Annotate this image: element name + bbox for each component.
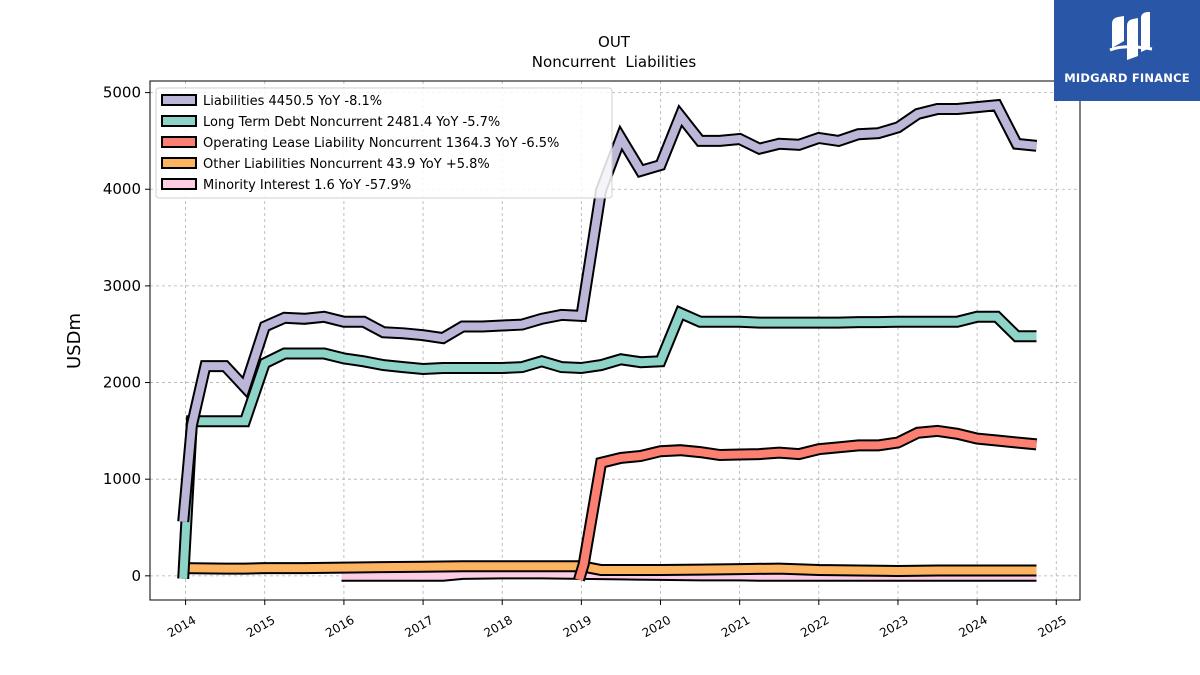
x-tick-label: 2017 (402, 613, 435, 640)
x-tick-label: 2025 (1036, 613, 1069, 640)
y-tick-label: 2000 (103, 374, 141, 392)
y-tick-label: 4000 (103, 180, 141, 198)
chart-title: OUT (598, 33, 631, 51)
company-logo: MIDGARD FINANCE (1054, 0, 1200, 101)
logo-text: MIDGARD FINANCE (1064, 71, 1190, 85)
series-3 (183, 560, 1037, 578)
legend-swatch (161, 94, 197, 106)
series-line (183, 562, 1037, 576)
series-2 (573, 424, 1038, 582)
y-tick-label: 3000 (103, 277, 141, 295)
y-tick-label: 0 (131, 567, 141, 585)
x-tick-label: 2014 (165, 613, 198, 640)
legend-swatch (161, 157, 197, 169)
legend-swatch (161, 136, 197, 148)
legend-box (155, 87, 613, 199)
y-axis-label: USDm (64, 313, 85, 369)
x-tick-label: 2023 (877, 613, 910, 640)
legend-label: Operating Lease Liability Noncurrent 136… (203, 136, 559, 151)
y-tick-label: 5000 (103, 84, 141, 102)
x-tick-label: 2024 (956, 613, 989, 640)
series-line (179, 307, 1037, 579)
x-tick-label: 2018 (481, 613, 514, 640)
x-tick-label: 2022 (798, 613, 831, 640)
legend-label: Minority Interest 1.6 YoY -57.9% (203, 178, 411, 193)
series-1 (177, 305, 1037, 580)
x-tick-label: 2015 (244, 613, 277, 640)
chart-subtitle: Noncurrent Liabilities (532, 53, 697, 71)
plot-frame (149, 80, 1081, 601)
legend-swatch (161, 178, 197, 190)
legend-label: Long Term Debt Noncurrent 2481.4 YoY -5.… (203, 115, 500, 130)
x-tick-label: 2016 (323, 613, 356, 640)
x-tick-label: 2021 (719, 613, 752, 640)
x-tick-label: 2020 (640, 613, 673, 640)
legend-label: Other Liabilities Noncurrent 43.9 YoY +5… (203, 157, 490, 172)
legend-swatch (161, 115, 197, 127)
legend-label: Liabilities 4450.5 YoY -8.1% (203, 94, 382, 109)
logo-mark-icon (1109, 12, 1153, 60)
x-tick-label: 2019 (561, 613, 594, 640)
series-line (575, 426, 1037, 581)
y-tick-label: 1000 (103, 470, 141, 488)
